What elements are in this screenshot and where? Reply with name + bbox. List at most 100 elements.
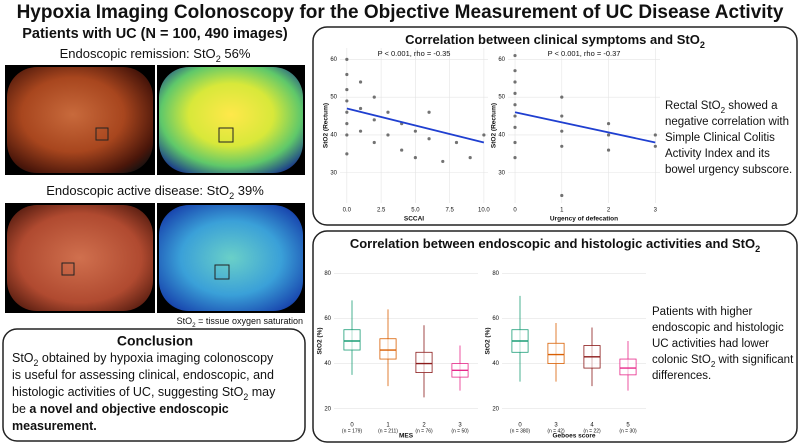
text-run: Rectal StO [665, 100, 721, 112]
roi-box [61, 262, 75, 276]
summary-line: Patients with higher [652, 306, 753, 318]
point [513, 80, 517, 84]
y-tick-label: 20 [324, 406, 331, 412]
x-tick-label: 0.0 [343, 208, 352, 214]
endoscopy-image [7, 67, 153, 173]
point [345, 122, 349, 126]
summary-line: UC activities had lower [652, 338, 769, 350]
text-run: Correlation between clinical symptoms an… [405, 32, 700, 47]
roi-box [214, 264, 230, 280]
text-run: Correlation between endoscopic and histo… [350, 236, 755, 251]
summary-line: Simple Clinical Colitis [665, 132, 775, 144]
x-tick-label: 2 [607, 208, 611, 214]
text-run: Endoscopic remission: StO [60, 46, 216, 61]
point [345, 72, 349, 77]
point [482, 133, 486, 137]
summary-line: Rectal StO2 showed a [665, 100, 778, 115]
roi-box [218, 127, 234, 143]
y-tick-label: 60 [498, 57, 505, 63]
point [386, 133, 390, 137]
text-run: be [12, 402, 29, 416]
summary-line: colonic StO2 with significant [652, 354, 794, 369]
count-label: (n = 50) [451, 428, 469, 434]
text-run: differences. [652, 370, 711, 382]
text-run: negative correlation with [665, 116, 789, 128]
box [343, 329, 361, 351]
section-title: Correlation between endoscopic and histo… [350, 236, 760, 254]
subscript: 2 [192, 322, 196, 329]
point [560, 114, 564, 118]
subscript: 2 [216, 54, 221, 64]
hypoxia-image [159, 67, 303, 173]
conclusion-line: measurement. [12, 419, 97, 433]
text-run: bowel urgency subscore. [665, 164, 792, 176]
conclusion-box [2, 328, 306, 442]
subscript: 2 [721, 106, 726, 115]
point [427, 137, 431, 141]
point [560, 129, 564, 133]
y-tick-label: 30 [330, 170, 337, 176]
point [468, 156, 472, 160]
point [513, 125, 517, 129]
subscript: 2 [34, 358, 39, 368]
summary-line: negative correlation with [665, 116, 789, 128]
x-axis-label: MES [399, 433, 414, 440]
subscript: 2 [700, 40, 705, 50]
subscript: 2 [711, 360, 716, 369]
bold-run: measurement. [12, 419, 97, 433]
x-axis-label: Urgency of defecation [550, 216, 618, 223]
y-tick-label: 40 [330, 133, 337, 139]
point [441, 159, 445, 164]
y-tick-label: 60 [330, 57, 337, 63]
point [606, 133, 611, 137]
conclusion-line: be a novel and objective endoscopic [12, 402, 229, 416]
count-label: (n = 22) [583, 428, 601, 434]
y-tick-label: 80 [324, 271, 331, 277]
conclusion-line: is useful for assessing clinical, endosc… [12, 368, 274, 382]
x-tick-label: 5.0 [411, 208, 420, 214]
point [606, 122, 611, 126]
point [345, 57, 349, 61]
point [413, 129, 417, 133]
x-tick-label: 10.0 [478, 208, 490, 214]
point [345, 152, 349, 156]
endoscopy-image [7, 205, 153, 311]
point [372, 140, 376, 145]
count-label: (n = 76) [415, 428, 433, 434]
text-run: Endoscopic active disease: StO [46, 183, 229, 198]
endoscopy-images [5, 65, 305, 313]
text-run: Patients with higher [652, 306, 753, 318]
y-axis-label: StO2 (Rectum) [491, 103, 498, 148]
x-tick-label: 2.5 [377, 208, 386, 214]
text-run: is useful for assessing clinical, endosc… [12, 368, 274, 382]
subscript: 2 [229, 191, 234, 201]
footnote: StO2 = tissue oxygen saturation [177, 316, 303, 329]
point [560, 193, 564, 198]
point [513, 140, 517, 145]
y-axis-label: StO2 (Rectum) [323, 103, 330, 148]
text-run: StO [12, 351, 34, 365]
x-tick-label: 1 [560, 208, 564, 214]
summary-line: differences. [652, 370, 711, 382]
x-tick-label: 5 [626, 423, 630, 429]
y-tick-label: 30 [498, 170, 505, 176]
x-tick-label: 3 [458, 423, 462, 429]
regression-line [346, 107, 485, 144]
section-title: Correlation between clinical symptoms an… [405, 32, 705, 50]
caption: Endoscopic active disease: StO2 39% [46, 183, 264, 201]
text-run: Activity Index and its [665, 148, 770, 160]
x-tick-label: 1 [386, 423, 390, 429]
point [386, 110, 390, 114]
y-tick-label: 60 [492, 316, 499, 322]
y-tick-label: 20 [492, 406, 499, 412]
conclusion-line: histologic activities of UC, suggesting … [12, 385, 276, 402]
point [513, 69, 517, 73]
x-tick-label: 3 [654, 208, 658, 214]
caption: Endoscopic remission: StO2 56% [60, 46, 251, 64]
x-tick-label: 0 [518, 423, 522, 429]
roi-box [95, 127, 109, 141]
point [413, 156, 417, 160]
count-label: (n = 380) [510, 428, 530, 434]
point [345, 87, 349, 92]
